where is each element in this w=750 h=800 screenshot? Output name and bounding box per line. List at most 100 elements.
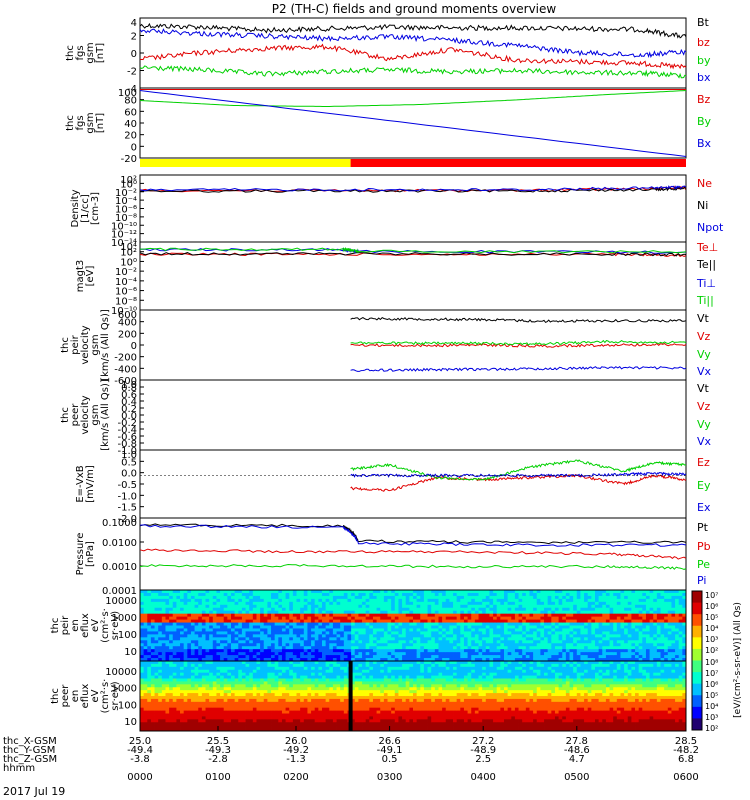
spectrogram-cell	[504, 628, 509, 632]
spectrogram-cell	[362, 592, 367, 597]
spectrogram-cell	[642, 604, 647, 609]
spectrogram-cell	[209, 672, 214, 676]
spectrogram-cell	[150, 625, 155, 629]
spectrogram-cell	[271, 646, 276, 650]
spectrogram-cell	[514, 625, 519, 629]
spectrogram-cell	[143, 595, 148, 600]
spectrogram-cell	[198, 666, 203, 671]
spectrogram-cell	[507, 604, 512, 609]
spectrogram-cell	[380, 631, 385, 635]
spectrogram-cell	[241, 663, 246, 668]
spectrogram-cell	[380, 658, 385, 662]
spectrogram-cell	[307, 655, 312, 659]
spectrogram-cell	[645, 628, 650, 632]
spectrogram-cell	[296, 684, 301, 688]
spectrogram-cell	[616, 607, 621, 612]
spectrogram-cell	[201, 722, 206, 726]
spectrogram-cell	[336, 625, 341, 629]
spectrogram-cell	[329, 622, 334, 626]
spectrogram-cell	[380, 655, 385, 659]
spectrogram-cell	[307, 704, 312, 709]
spectrogram-cell	[420, 652, 425, 656]
spectrogram-cell	[227, 725, 232, 729]
y-tick-label: -1.5	[117, 503, 137, 514]
spectrogram-cell	[493, 628, 498, 632]
spectrogram-cell	[205, 681, 210, 685]
spectrogram-cell	[533, 631, 538, 635]
y-tick-label: 0.4	[121, 397, 137, 408]
spectrogram-cell	[485, 649, 490, 653]
spectrogram-cell	[158, 619, 163, 623]
spectrogram-cell	[147, 640, 152, 644]
spectrogram-cell	[292, 722, 297, 726]
spectrogram-cell	[234, 634, 239, 638]
spectrogram-cell	[453, 610, 458, 615]
spectrogram-cell	[569, 640, 574, 644]
spectrogram-cell	[504, 622, 509, 626]
spectrogram-cell	[471, 646, 476, 650]
spectrogram-cell	[649, 595, 654, 600]
spectrogram-cell	[147, 592, 152, 597]
spectrogram-cell	[529, 601, 534, 606]
spectrogram-cell	[638, 646, 643, 650]
spectrogram-cell	[267, 716, 272, 720]
spectrogram-cell	[336, 643, 341, 647]
spectrogram-cell	[205, 661, 210, 665]
spectrogram-cell	[220, 684, 225, 688]
spectrogram-cell	[183, 628, 188, 632]
spectrogram-cell	[438, 607, 443, 612]
spectrogram-cell	[551, 592, 556, 597]
spectrogram-cell	[314, 622, 319, 626]
y-tick-label: -0.8	[117, 439, 137, 450]
spectrogram-cell	[616, 619, 621, 623]
spectrogram-cell	[223, 634, 228, 638]
spectrogram-cell	[675, 619, 680, 623]
spectrogram-cell	[271, 728, 276, 732]
spectrogram-cell	[147, 616, 152, 620]
spectrogram-cell	[256, 628, 261, 632]
spectrogram-cell	[307, 643, 312, 647]
spectrogram-cell	[154, 713, 159, 717]
spectrogram-cell	[307, 604, 312, 609]
spectrogram-cell	[460, 607, 465, 612]
spectrogram-cell	[190, 637, 195, 641]
spectrogram-cell	[467, 631, 472, 635]
spectrogram-cell	[150, 592, 155, 597]
spectrogram-cell	[300, 728, 305, 732]
spectrogram-cell	[402, 658, 407, 662]
spectrogram-cell	[307, 719, 312, 723]
spectrogram-cell	[165, 613, 170, 618]
spectrogram-cell	[311, 693, 316, 697]
spectrogram-cell	[183, 595, 188, 600]
spectrogram-cell	[271, 701, 276, 706]
series-line-Pb	[139, 548, 687, 560]
spectrogram-cell	[227, 713, 232, 717]
spectrogram-cell	[402, 613, 407, 618]
spectrogram-cell	[522, 592, 527, 597]
spectrogram-cell	[449, 631, 454, 635]
spectrogram-cell	[394, 610, 399, 615]
spectrogram-cell	[620, 607, 625, 612]
spectrogram-cell	[198, 628, 203, 632]
spectrogram-cell	[285, 678, 290, 682]
spectrogram-cell	[158, 698, 163, 703]
spectrogram-cell	[573, 631, 578, 635]
spectrogram-cell	[245, 728, 250, 732]
spectrogram-cell	[642, 628, 647, 632]
spectrogram-cell	[161, 713, 166, 717]
spectrogram-cell	[580, 640, 585, 644]
spectrogram-cell	[143, 681, 148, 685]
spectrogram-cell	[231, 601, 236, 606]
spectrogram-cell	[358, 658, 363, 662]
spectrogram-cell	[645, 646, 650, 650]
spectrogram-cell	[536, 655, 541, 659]
spectrogram-cell	[522, 619, 527, 623]
spectrogram-cell	[372, 637, 377, 641]
spectrogram-cell	[649, 649, 654, 653]
spectrogram-cell	[645, 649, 650, 653]
spectrogram-cell	[642, 658, 647, 662]
spectrogram-cell	[183, 690, 188, 694]
spectrogram-cell	[522, 601, 527, 606]
spectrogram-cell	[602, 592, 607, 597]
spectrogram-cell	[642, 646, 647, 650]
